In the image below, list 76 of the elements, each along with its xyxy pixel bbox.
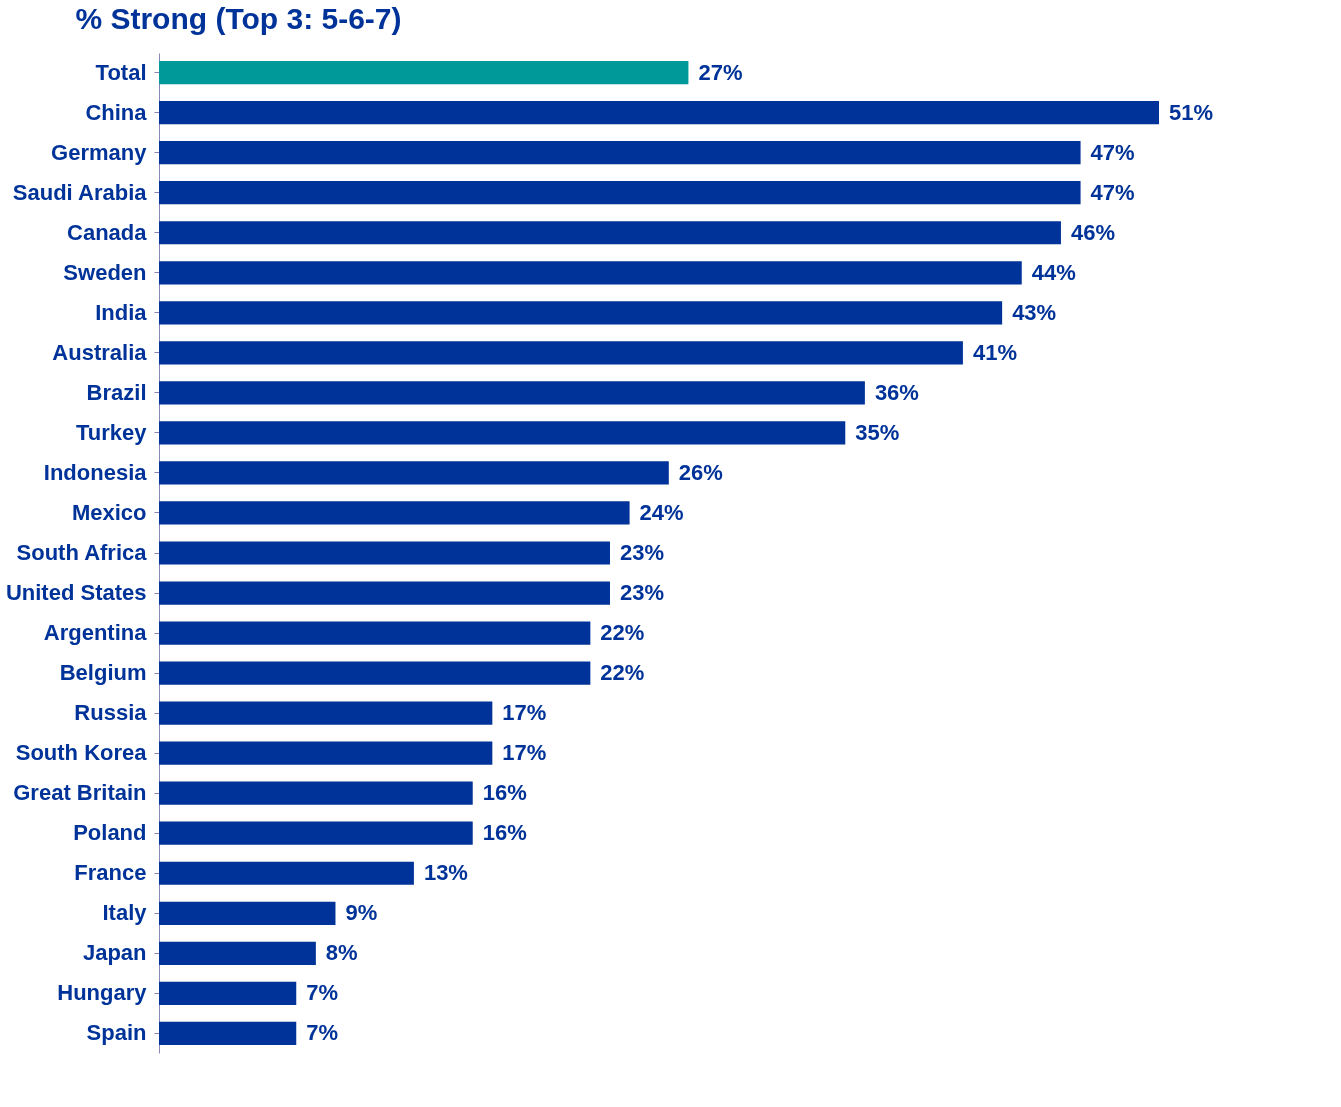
bar: [159, 981, 297, 1005]
bar: [159, 581, 610, 605]
y-tick-label: Japan: [82, 940, 147, 966]
y-tick-label: Canada: [67, 219, 148, 245]
y-tick-label: Sweden: [63, 259, 147, 285]
y-tick-label: Argentina: [43, 620, 148, 646]
y-tick-label: Germany: [51, 139, 148, 165]
bar: [159, 341, 963, 365]
data-label: 24%: [639, 499, 684, 525]
bar: [159, 661, 591, 685]
data-label: 26%: [678, 459, 723, 485]
bar: [159, 941, 316, 965]
bar: [159, 461, 669, 485]
y-tick-label: South Korea: [15, 740, 148, 766]
bar: [159, 741, 493, 765]
data-label: 41%: [972, 339, 1017, 365]
data-label: 43%: [1012, 299, 1057, 325]
bar: [159, 1021, 297, 1045]
bar: [159, 901, 336, 925]
bar: [159, 261, 1022, 285]
y-tick-label: Australia: [52, 339, 148, 365]
y-tick-label: Great Britain: [13, 780, 147, 806]
bar: [159, 501, 630, 525]
bar: [159, 421, 846, 445]
y-tick-label: Total: [95, 59, 147, 85]
data-label: 27%: [698, 59, 743, 85]
data-label: 7%: [306, 980, 339, 1006]
y-tick-label: Mexico: [71, 499, 147, 525]
data-label: 7%: [306, 1020, 339, 1046]
y-tick-label: China: [85, 99, 148, 125]
bar: [159, 141, 1081, 165]
data-label: 23%: [619, 540, 665, 565]
bar: [159, 781, 473, 805]
bar: [159, 701, 493, 725]
y-tick-label: Saudi Arabia: [12, 179, 148, 205]
bar: [159, 621, 591, 645]
data-label: 22%: [600, 660, 645, 686]
data-label: 47%: [1090, 139, 1135, 165]
y-tick-label: Poland: [73, 820, 147, 846]
bar: [159, 61, 689, 85]
bar: [159, 541, 610, 565]
bar: [159, 301, 1003, 325]
data-label: 47%: [1090, 179, 1135, 205]
data-label: 8%: [325, 940, 358, 966]
bar: [159, 101, 1159, 125]
bar: [159, 221, 1061, 245]
y-tick-label: India: [95, 299, 148, 325]
bar: [159, 181, 1081, 205]
y-tick-label: Spain: [86, 1020, 147, 1046]
chart-title: % Strong (Top 3: 5-6-7): [75, 2, 402, 35]
data-label: 9%: [345, 900, 378, 926]
y-tick-label: Belgium: [59, 660, 147, 686]
data-label: 17%: [502, 740, 547, 766]
y-tick-label: France: [74, 860, 147, 886]
data-label: 46%: [1070, 219, 1116, 245]
data-label: 16%: [482, 820, 527, 846]
data-label: 51%: [1169, 99, 1214, 125]
y-tick-label: Indonesia: [43, 459, 148, 485]
data-label: 36%: [874, 379, 919, 405]
y-tick-label: Turkey: [75, 419, 148, 445]
bar: [159, 381, 865, 405]
y-tick-label: South Africa: [16, 540, 148, 565]
data-label: 16%: [482, 780, 527, 806]
bar: [159, 861, 414, 885]
data-label: 17%: [502, 700, 547, 726]
y-tick-label: United States: [5, 580, 147, 606]
bar: [159, 821, 473, 845]
data-label: 22%: [600, 620, 645, 646]
y-tick-label: Brazil: [86, 379, 147, 405]
y-tick-label: Italy: [102, 900, 148, 926]
data-label: 23%: [619, 580, 665, 606]
y-tick-label: Russia: [74, 700, 148, 726]
y-tick-label: Hungary: [57, 980, 148, 1006]
data-label: 35%: [855, 419, 900, 445]
data-label: 13%: [423, 860, 468, 886]
data-label: 44%: [1031, 259, 1076, 285]
